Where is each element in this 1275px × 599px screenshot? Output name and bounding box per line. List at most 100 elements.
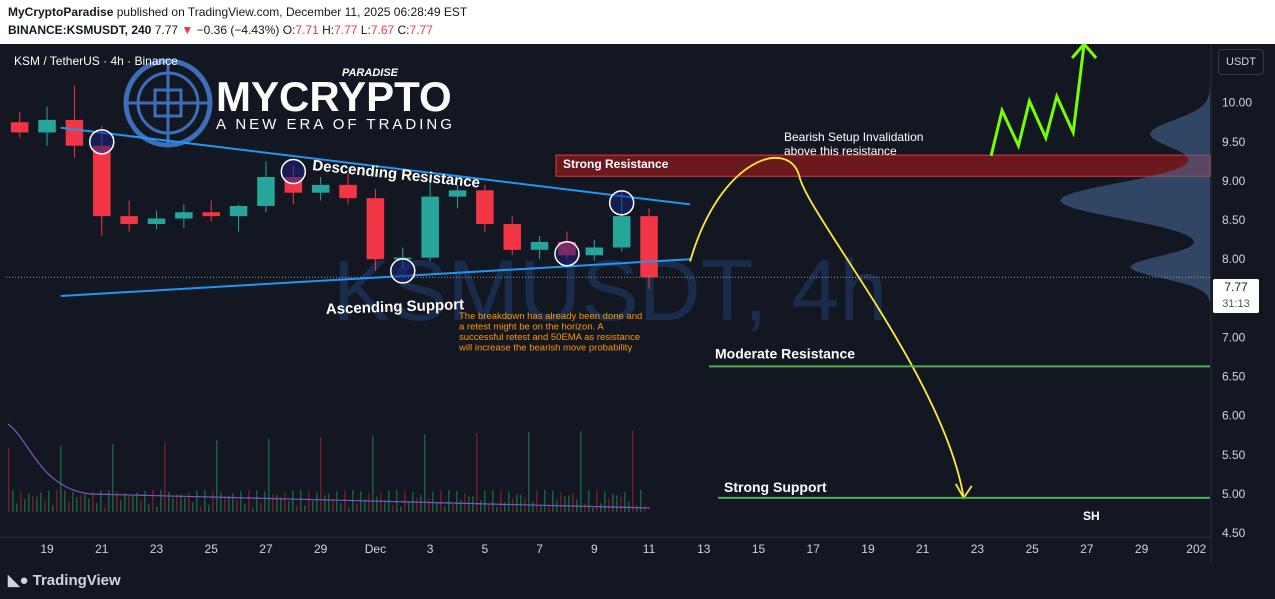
mycrypto-logo: PARADISE MYCRYPTO A NEW ERA OF TRADING	[123, 58, 455, 148]
x-tick-label: 27	[259, 542, 273, 556]
volume-bar	[152, 490, 154, 512]
volume-bar	[592, 507, 594, 512]
volume-bar	[88, 498, 90, 512]
x-tick-label: 25	[205, 542, 219, 556]
volume-bar	[136, 492, 138, 512]
analysis-note-line: The breakdown has already been done and	[459, 311, 642, 322]
volume-bar	[284, 492, 286, 512]
volume-bar	[168, 491, 170, 512]
volume-bar	[336, 491, 338, 512]
volume-bar	[516, 494, 518, 512]
volume-bar	[644, 505, 646, 512]
volume-bar	[376, 496, 378, 512]
x-tick-label: 19	[40, 542, 54, 556]
volume-bar	[188, 491, 190, 512]
volume-bar	[80, 494, 82, 512]
volume-bar	[280, 497, 282, 512]
invalidation-label-1: Bearish Setup Invalidation	[784, 130, 923, 144]
y-tick-label: 8.00	[1222, 252, 1246, 266]
x-tick-label: Dec	[365, 542, 386, 556]
volume-bar	[424, 434, 426, 512]
volume-bar	[296, 505, 298, 512]
volume-bar	[128, 495, 130, 512]
volume-bar	[132, 496, 134, 512]
volume-bar	[444, 507, 446, 512]
volume-bar	[532, 501, 534, 512]
volume-bar	[100, 490, 102, 512]
volume-bar	[40, 492, 42, 512]
volume-bar	[484, 490, 486, 512]
author-name: MyCryptoParadise	[8, 5, 114, 19]
volume-bar	[572, 493, 574, 512]
candle-body	[640, 216, 658, 278]
volume-bar	[224, 496, 226, 512]
analysis-note-line: will increase the bearish move probabili…	[458, 343, 632, 354]
bar-countdown: 31:13	[1222, 298, 1250, 310]
sh-label: SH	[1083, 509, 1100, 523]
candle-body	[202, 212, 220, 217]
volume-bar	[316, 492, 318, 512]
volume-bar	[156, 506, 158, 512]
volume-bar	[272, 493, 274, 512]
x-tick-label: 21	[916, 542, 930, 556]
footer-bar	[0, 563, 1275, 599]
volume-bar	[568, 495, 570, 512]
volume-bar	[416, 497, 418, 512]
volume-bar	[420, 494, 422, 512]
volume-bar	[596, 490, 598, 512]
volume-bar	[628, 501, 630, 512]
volume-bar	[108, 490, 110, 512]
y-tick-label: 8.50	[1222, 213, 1246, 227]
candle-body	[421, 196, 439, 258]
symbol-label: BINANCE:KSMUSDT, 240	[8, 23, 152, 37]
close-value: 7.77	[409, 23, 433, 37]
logo-top-text: PARADISE	[342, 67, 399, 79]
tradingview-logo[interactable]: ◣● TradingView	[8, 571, 121, 589]
volume-bar	[12, 490, 14, 512]
candle-body	[229, 205, 248, 217]
volume-bar	[492, 490, 494, 512]
volume-bar	[68, 501, 70, 512]
volume-bar	[360, 491, 362, 512]
volume-bar	[256, 490, 258, 512]
x-tick-label: 25	[1025, 542, 1039, 556]
volume-bar	[528, 432, 530, 512]
volume-bar	[432, 491, 434, 512]
volume-bar	[452, 504, 454, 512]
candle-body	[120, 216, 138, 224]
price-chart[interactable]: KSMUSDT, 4h PARADISE MYCRYPTO A NEW ERA …	[0, 44, 1275, 563]
author-line: MyCryptoParadise published on TradingVie…	[8, 5, 467, 19]
volume-bar	[304, 505, 306, 512]
volume-bar	[112, 444, 114, 512]
volume-bar	[540, 506, 542, 512]
last-price: 7.77	[154, 23, 179, 37]
volume-bar	[604, 491, 606, 512]
touch-point-marker	[554, 240, 580, 267]
volume-bar	[276, 495, 278, 512]
volume-bar	[408, 501, 410, 512]
x-tick-label: 27	[1080, 542, 1094, 556]
volume-bar	[20, 491, 22, 512]
volume-bar	[640, 490, 642, 512]
x-tick-label: 5	[482, 542, 489, 556]
currency-button[interactable]: USDT	[1218, 49, 1264, 75]
tradingview-mark-icon: ◣●	[8, 572, 29, 589]
volume-bar	[616, 495, 618, 512]
volume-bar	[200, 506, 202, 512]
low-value: 7.67	[370, 23, 395, 37]
volume-bar	[144, 490, 146, 512]
x-tick-label: 13	[697, 542, 711, 556]
volume-bar	[332, 498, 334, 512]
price-change: −0.36 (−4.43%)	[196, 23, 280, 37]
volume-bar	[636, 505, 638, 512]
symbol-watermark: KSMUSDT, 4h	[333, 243, 887, 339]
logo-tagline: A NEW ERA OF TRADING	[216, 116, 455, 133]
volume-bar	[560, 492, 562, 512]
volume-bar	[612, 493, 614, 512]
volume-bar	[624, 492, 626, 512]
candle-body	[503, 223, 521, 250]
volume-bar	[44, 500, 46, 512]
candle-body	[10, 122, 29, 133]
volume-bar	[8, 448, 10, 512]
touch-point-marker	[89, 129, 115, 155]
